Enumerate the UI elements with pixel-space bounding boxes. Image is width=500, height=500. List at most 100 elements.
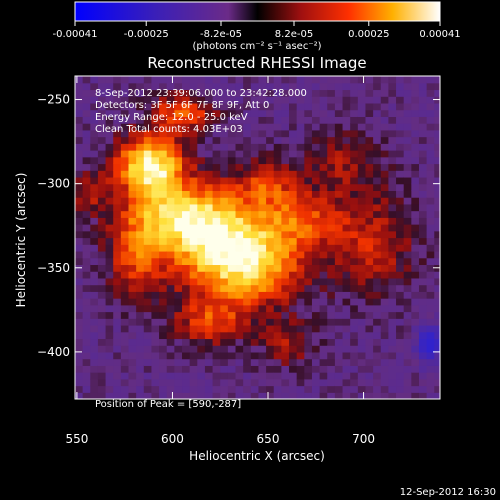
heatmap-cell <box>289 109 298 117</box>
heatmap-cell <box>120 372 130 380</box>
heatmap-cell <box>235 136 244 144</box>
heatmap-cell <box>113 257 122 266</box>
heatmap-cell <box>304 264 313 272</box>
heatmap-cell <box>143 129 153 138</box>
heatmap-cell <box>250 176 260 185</box>
heatmap-cell <box>243 291 252 299</box>
heatmap-cell <box>105 217 114 225</box>
heatmap-cell <box>220 183 229 191</box>
heatmap-cell <box>426 351 435 360</box>
heatmap-cell <box>342 224 351 232</box>
heatmap-cell <box>334 89 344 97</box>
heatmap-cell <box>182 331 191 340</box>
heatmap-cell <box>113 102 122 111</box>
heatmap-cell <box>227 136 237 144</box>
heatmap-cell <box>411 224 420 232</box>
heatmap-cell <box>182 136 191 144</box>
heatmap-cell <box>350 143 359 151</box>
heatmap-cell <box>220 102 229 111</box>
heatmap-cell <box>434 304 440 313</box>
heatmap-cell <box>380 76 389 84</box>
heatmap-cell <box>396 298 405 306</box>
heatmap-cell <box>350 271 359 279</box>
heatmap-cell <box>166 183 175 191</box>
heatmap-cell <box>319 96 328 104</box>
heatmap-cell <box>258 156 267 165</box>
heatmap-cell <box>350 365 359 373</box>
heatmap-cell <box>174 210 183 218</box>
heatmap-cell <box>281 197 290 205</box>
heatmap-cell <box>227 385 237 393</box>
heatmap-cell <box>82 197 91 205</box>
heatmap-cell <box>136 324 145 333</box>
heatmap-cell <box>327 311 336 319</box>
heatmap-cell <box>143 116 153 124</box>
heatmap-cell <box>388 156 397 165</box>
heatmap-cell <box>151 224 160 232</box>
heatmap-cell <box>174 378 183 387</box>
heatmap-cell <box>136 89 145 97</box>
annotation-block: 8-Sep-2012 23:39:06.000 to 23:42:28.000 … <box>95 88 307 410</box>
heatmap-cell <box>143 89 153 97</box>
heatmap-cell <box>365 250 374 259</box>
heatmap-cell <box>97 304 107 313</box>
heatmap-cell <box>281 150 290 158</box>
heatmap-cell <box>373 271 382 279</box>
heatmap-cell <box>396 183 405 191</box>
heatmap-cell <box>258 324 267 333</box>
heatmap-cell <box>212 109 221 117</box>
heatmap-cell <box>220 365 229 373</box>
heatmap-cell <box>418 136 428 144</box>
heatmap-cell <box>319 190 328 198</box>
heatmap-cell <box>250 237 260 245</box>
heatmap-cell <box>75 176 84 185</box>
heatmap-cell <box>289 210 298 218</box>
heatmap-cell <box>250 277 260 286</box>
heatmap-cell <box>304 156 313 165</box>
heatmap-cell <box>128 304 137 313</box>
heatmap-cell <box>327 136 336 144</box>
heatmap-cell <box>235 109 244 117</box>
heatmap-cell <box>350 385 359 393</box>
heatmap-cell <box>105 385 114 393</box>
heatmap-cell <box>75 351 84 360</box>
heatmap-cell <box>189 372 198 380</box>
heatmap-cell <box>311 116 321 124</box>
heatmap-cell <box>396 109 405 117</box>
heatmap-cell <box>250 89 260 97</box>
heatmap-cell <box>426 264 435 272</box>
heatmap-cell <box>418 351 428 360</box>
heatmap-cell <box>311 318 321 326</box>
heatmap-cell <box>388 244 397 252</box>
heatmap-cell <box>204 150 214 158</box>
heatmap-cell <box>418 129 428 138</box>
heatmap-cell <box>243 311 252 319</box>
heatmap-cell <box>350 116 359 124</box>
heatmap-cell <box>258 291 267 299</box>
heatmap-cell <box>289 136 298 144</box>
x-tick-label: 600 <box>161 432 184 446</box>
heatmap-cell <box>426 244 435 252</box>
heatmap-cell <box>75 143 84 151</box>
heatmap-cell <box>120 143 130 151</box>
heatmap-cell <box>434 176 440 185</box>
heatmap-cell <box>350 250 359 259</box>
heatmap-cell <box>159 324 168 333</box>
heatmap-cell <box>113 244 122 252</box>
heatmap-cell <box>75 197 84 205</box>
heatmap-cell <box>434 217 440 225</box>
heatmap-cell <box>380 129 389 138</box>
heatmap-cell <box>82 392 91 399</box>
heatmap-cell <box>174 163 183 171</box>
heatmap-cell <box>197 190 206 198</box>
heatmap-cell <box>396 217 405 225</box>
heatmap-cell <box>380 176 389 185</box>
heatmap-cell <box>243 89 252 97</box>
heatmap-cell <box>418 324 428 333</box>
heatmap-cell <box>273 143 282 151</box>
heatmap-cell <box>342 324 351 333</box>
heatmap-cell <box>227 372 237 380</box>
heatmap-cell <box>304 210 313 218</box>
heatmap-cell <box>90 190 99 198</box>
heatmap-cell <box>296 176 305 185</box>
